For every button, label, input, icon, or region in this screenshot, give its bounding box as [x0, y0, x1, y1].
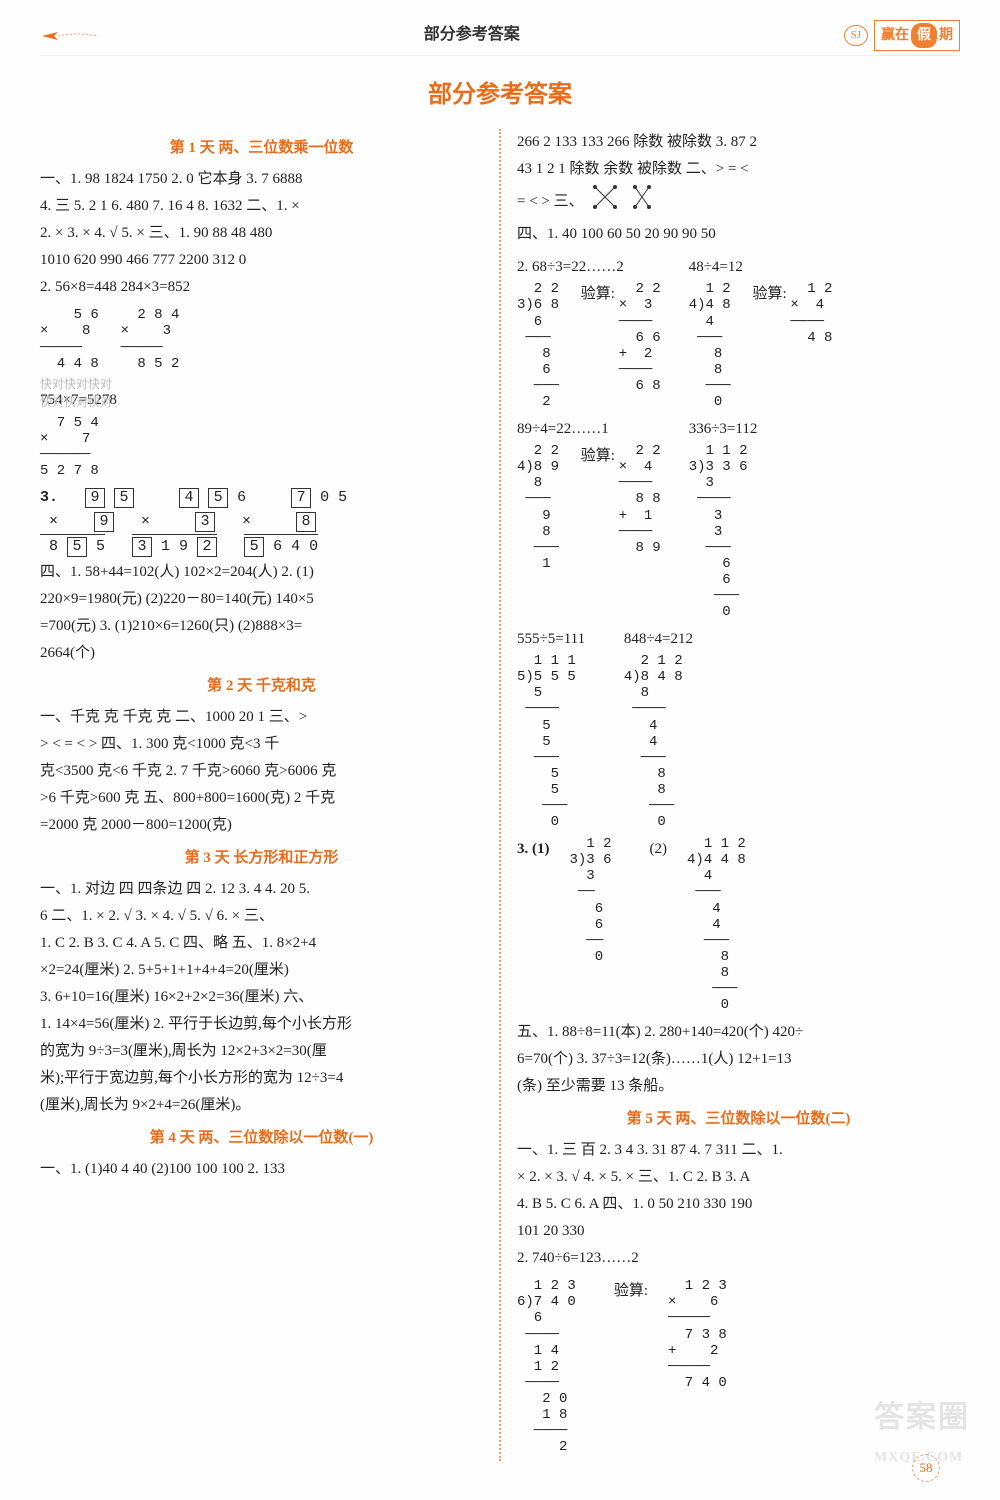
eq48: 48÷4=12: [689, 254, 851, 281]
calc-block-4: 3. (1) 1 2 3)3 6 3 ── 6 6 ── 0 (2) 1 1 2…: [517, 836, 960, 1013]
d1-p4d: 2664(个): [40, 640, 483, 667]
check-123: 1 2 3 × 6 ───── 7 3 8 + 2 ───── 7 4 0: [668, 1278, 727, 1391]
day5-title: 第 5 天 两、三位数除以一位数(二): [517, 1106, 960, 1133]
calc-336: 1 1 2 3)3 3 6 3 ──── 3 3 ─── 6 6 ─── 0: [689, 443, 748, 620]
sj-badge: SJ: [844, 25, 868, 47]
calc-312: 1 2 3)3 6 3 ── 6 6 ── 0: [570, 836, 612, 965]
d2-l2: > < = < > 四、1. 300 克<1000 克<3 千: [40, 731, 483, 758]
d1-l2: 4. 三 5. 2 1 6. 480 7. 16 4 8. 1632 二、1. …: [40, 193, 483, 220]
r-p4-l1: 四、1. 40 100 60 50 20 90 90 50: [517, 221, 960, 248]
calc-754: 7 5 4 × 7 ────── 5 2 7 8: [40, 415, 99, 479]
faded-2: 快对快对快对: [40, 396, 483, 409]
check-22b: 2 2 × 4 ──── 8 8 + 1 ──── 8 9: [619, 443, 661, 556]
calc-284: 2 8 4 × 3 ───── 8 5 2: [121, 307, 180, 371]
calc-block-2: 89÷4=22……1 2 2 4)8 9 8 ─── 9 8 ─── 1 验算:…: [517, 416, 960, 620]
calc-56: 5 6 × 8 ───── 4 4 8: [40, 307, 99, 371]
matching-icon: [587, 183, 657, 221]
calc-848: 2 1 2 4)8 4 8 8 ──── 4 4 ─── 8 8 ─── 0: [624, 653, 683, 830]
check-label-2: 验算:: [752, 286, 786, 302]
d5-l1: 一、1. 三 百 2. 3 4 3. 31 87 4. 7 311 二、1.: [517, 1137, 960, 1164]
d1-p4a: 四、1. 58+44=102(人) 102×2=204(人) 2. (1): [40, 559, 483, 586]
d3-l3: 1. C 2. B 3. C 4. A 5. C 四、略 五、1. 8×2+4: [40, 930, 483, 957]
d1-p4b: 220×9=1980(元) (2)220－80=140(元) 140×5: [40, 586, 483, 613]
d1-p3: 3. 9 5 4 5 6 7 0 5 × 9 × 3 × 8 8 5 5 3 1…: [40, 486, 483, 559]
column-divider: [499, 129, 501, 1461]
calc-block-3: 555÷5=111 1 1 1 5)5 5 5 5 ──── 5 5 ─── 5…: [517, 626, 960, 830]
d3-l8: 米);平行于宽边剪,每个小长方形的宽为 12÷3=4: [40, 1065, 483, 1092]
left-column: 第 1 天 两、三位数乘一位数 一、1. 98 1824 1750 2. 0 它…: [40, 129, 483, 1461]
brand-post: 期: [939, 23, 953, 48]
right-column: 266 2 133 133 266 除数 被除数 3. 87 2 43 1 2 …: [517, 129, 960, 1461]
d1-mult-a: 2. 56×8=448 284×3=852: [40, 274, 483, 301]
d1-l1: 一、1. 98 1824 1750 2. 0 它本身 3. 7 6888: [40, 166, 483, 193]
d1-l4: 1010 620 990 466 777 2200 312 0: [40, 247, 483, 274]
d3-l7: 的宽为 9÷3=3(厘米),周长为 12×2+3×2=30(厘: [40, 1038, 483, 1065]
d4-l1: 一、1. (1)40 4 40 (2)100 100 100 2. 133: [40, 1156, 483, 1183]
d3-l2: 6 二、1. × 2. √ 3. × 4. √ 5. √ 6. × 三、: [40, 903, 483, 930]
d2-l5: =2000 克 2000－800=1200(克): [40, 812, 483, 839]
r-p5-l3: (条) 至少需要 13 条船。: [517, 1073, 960, 1100]
check-label-4: 验算:: [614, 1278, 648, 1305]
eq68: 2. 68÷3=22……2: [517, 254, 679, 281]
header-right: SJ 赢在 假 期: [844, 20, 960, 51]
r-l3: = < > 三、: [517, 183, 960, 221]
d3-l9: (厘米),周长为 9×2+4=26(厘米)。: [40, 1092, 483, 1119]
calc-68: 2 2 3)6 8 6 ─── 8 6 ─── 2: [517, 281, 559, 410]
day2-title: 第 2 天 千克和克: [40, 673, 483, 700]
r-p5-l1: 五、1. 88÷8=11(本) 2. 280+140=420(个) 420÷: [517, 1019, 960, 1046]
d5-l4: 101 20 330: [517, 1218, 960, 1245]
check-label-3: 验算:: [581, 448, 615, 464]
d2-l4: >6 千克>600 克 五、800+800=1600(克) 2 千克: [40, 785, 483, 812]
eq89: 89÷4=22……1: [517, 416, 679, 443]
d2-l1: 一、千克 克 千克 克 二、1000 20 1 三、>: [40, 704, 483, 731]
calc-740: 1 2 3 6)7 4 0 6 ──── 1 4 1 2 ──── 2 0 1 …: [517, 1278, 576, 1455]
calc-89: 2 2 4)8 9 8 ─── 9 8 ─── 1: [517, 443, 559, 572]
r-l1: 266 2 133 133 266 除数 被除数 3. 87 2: [517, 129, 960, 156]
brand-pre: 赢在: [881, 23, 909, 48]
d3-l4: ×2=24(厘米) 2. 5+5+1+1+4+4=20(厘米): [40, 957, 483, 984]
main-title: 部分参考答案: [40, 74, 960, 117]
eq555: 555÷5=111: [517, 626, 594, 653]
day3-title: 第 3 天 长方形和正方形: [40, 845, 483, 872]
day4-title: 第 4 天 两、三位数除以一位数(一): [40, 1125, 483, 1152]
p3-1-label: 3. (1): [517, 841, 550, 857]
calc-555: 1 1 1 5)5 5 5 5 ──── 5 5 ─── 5 5 ─── 0: [517, 653, 576, 830]
p3-label: 3.: [40, 489, 58, 506]
d5-l2: × 2. × 3. √ 4. × 5. × 三、1. C 2. B 3. A: [517, 1164, 960, 1191]
d2-l3: 克<3500 克<6 千克 2. 7 千克>6060 克>6006 克: [40, 758, 483, 785]
brand-box: 赢在 假 期: [874, 20, 960, 51]
day1-title: 第 1 天 两、三位数乘一位数: [40, 135, 483, 162]
check-22: 2 2 × 3 ──── 6 6 + 2 ──── 6 8: [619, 281, 661, 394]
d5-l3: 4. B 5. C 6. A 四、1. 0 50 210 330 190: [517, 1191, 960, 1218]
columns: 第 1 天 两、三位数乘一位数 一、1. 98 1824 1750 2. 0 它…: [40, 129, 960, 1461]
watermark-small: MXQE.COM: [874, 1445, 970, 1470]
d1-l3: 2. × 3. × 4. √ 5. × 三、1. 90 88 48 480: [40, 220, 483, 247]
r-p5-l2: 6=70(个) 3. 37÷3=12(条)……1(人) 12+1=13: [517, 1046, 960, 1073]
d1-p4c: =700(元) 3. (1)210×6=1260(只) (2)888×3=: [40, 613, 483, 640]
calc-row-1: 5 6 × 8 ───── 4 4 8 2 8 4 × 3 ───── 8 5 …: [40, 307, 483, 371]
plane-icon: [40, 26, 100, 46]
brand-badge: 假: [911, 23, 937, 48]
check-12: 1 2 × 4 ──── 4 8: [790, 281, 832, 345]
watermark-big: 答案圈: [874, 1401, 970, 1434]
header-center: 部分参考答案: [424, 21, 520, 50]
calc-block-1: 2. 68÷3=22……2 2 2 3)6 8 6 ─── 8 6 ─── 2 …: [517, 254, 960, 410]
d3-l1: 一、1. 对边 四 四条边 四 2. 12 3. 4 4. 20 5.: [40, 876, 483, 903]
d3-l6: 1. 14×4=56(厘米) 2. 平行于长边剪,每个小长方形: [40, 1011, 483, 1038]
watermark: 答案圈 MXQE.COM: [874, 1391, 970, 1470]
r-l2: 43 1 2 1 除数 余数 被除数 二、> = <: [517, 156, 960, 183]
calc-row-2: 7 5 4 × 7 ────── 5 2 7 8: [40, 415, 483, 479]
top-bar: 部分参考答案 SJ 赢在 假 期: [40, 20, 960, 56]
r-l3-text: = < > 三、: [517, 194, 584, 210]
p3-2-label: (2): [650, 836, 668, 863]
check-label-1: 验算:: [581, 286, 615, 302]
d5-eq: 2. 740÷6=123……2: [517, 1245, 960, 1272]
eq848: 848÷4=212: [624, 626, 701, 653]
calc-112: 1 1 2 4)4 4 8 4 ─── 4 4 ─── 8 8 ─── 0: [687, 836, 746, 1013]
d3-l5: 3. 6+10=16(厘米) 16×2+2×2=36(厘米) 六、: [40, 984, 483, 1011]
calc-48: 1 2 4)4 8 4 ─── 8 8 ─── 0: [689, 281, 731, 410]
eq336: 336÷3=112: [689, 416, 766, 443]
